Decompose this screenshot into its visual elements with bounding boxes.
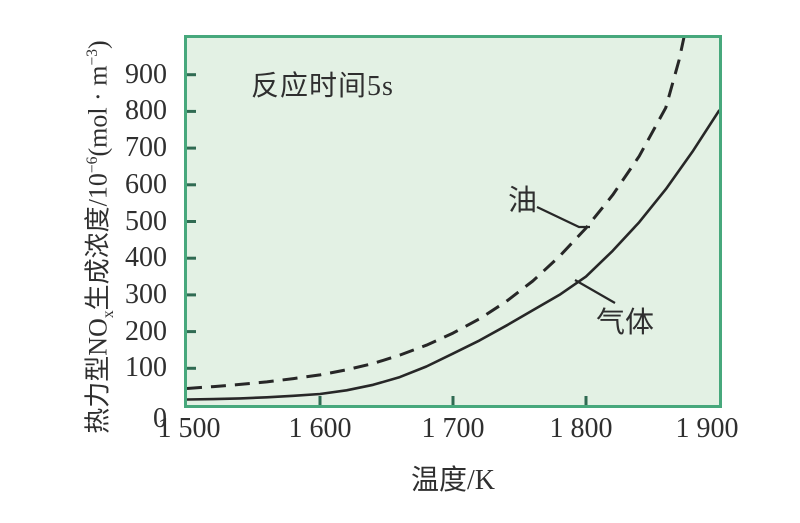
y-tick-label: 700: [125, 132, 167, 164]
x-tick-label: 1 700: [421, 413, 485, 444]
y-tick-label: 400: [125, 242, 167, 274]
reaction-time-annotation: 反应时间5s: [251, 71, 394, 102]
y-tick-label: 300: [125, 278, 167, 310]
x-tick-label: 1 600: [288, 413, 352, 444]
y-tick-label: 100: [125, 352, 167, 384]
y-tick-label: 600: [125, 168, 167, 200]
plot-svg: [187, 38, 719, 405]
x-tick-label: 1 900: [675, 413, 739, 444]
oil-leader-line: [536, 206, 590, 229]
gas-curve-label: 气体: [596, 307, 655, 339]
y-axis-tick-labels: 0 100 200 300 400 500 600 700 800 900: [0, 0, 167, 523]
axis-tick-marks: [187, 73, 588, 405]
x-axis-title: 温度/K: [410, 465, 495, 496]
y-tick-label: 0: [153, 403, 167, 434]
gas-curve: [187, 109, 719, 401]
x-tick-label: 1 800: [549, 413, 613, 444]
y-tick-label: 800: [125, 95, 167, 127]
y-tick-label: 900: [125, 58, 167, 90]
plot-area: 反应时间5s 油 气体: [184, 35, 722, 408]
y-tick-label: 500: [125, 205, 167, 237]
y-tick-label: 200: [125, 315, 167, 347]
series-curves: [187, 38, 719, 401]
gas-leader-line: [574, 279, 616, 304]
oil-curve-label: 油: [508, 185, 538, 217]
oil-curve: [187, 38, 686, 390]
